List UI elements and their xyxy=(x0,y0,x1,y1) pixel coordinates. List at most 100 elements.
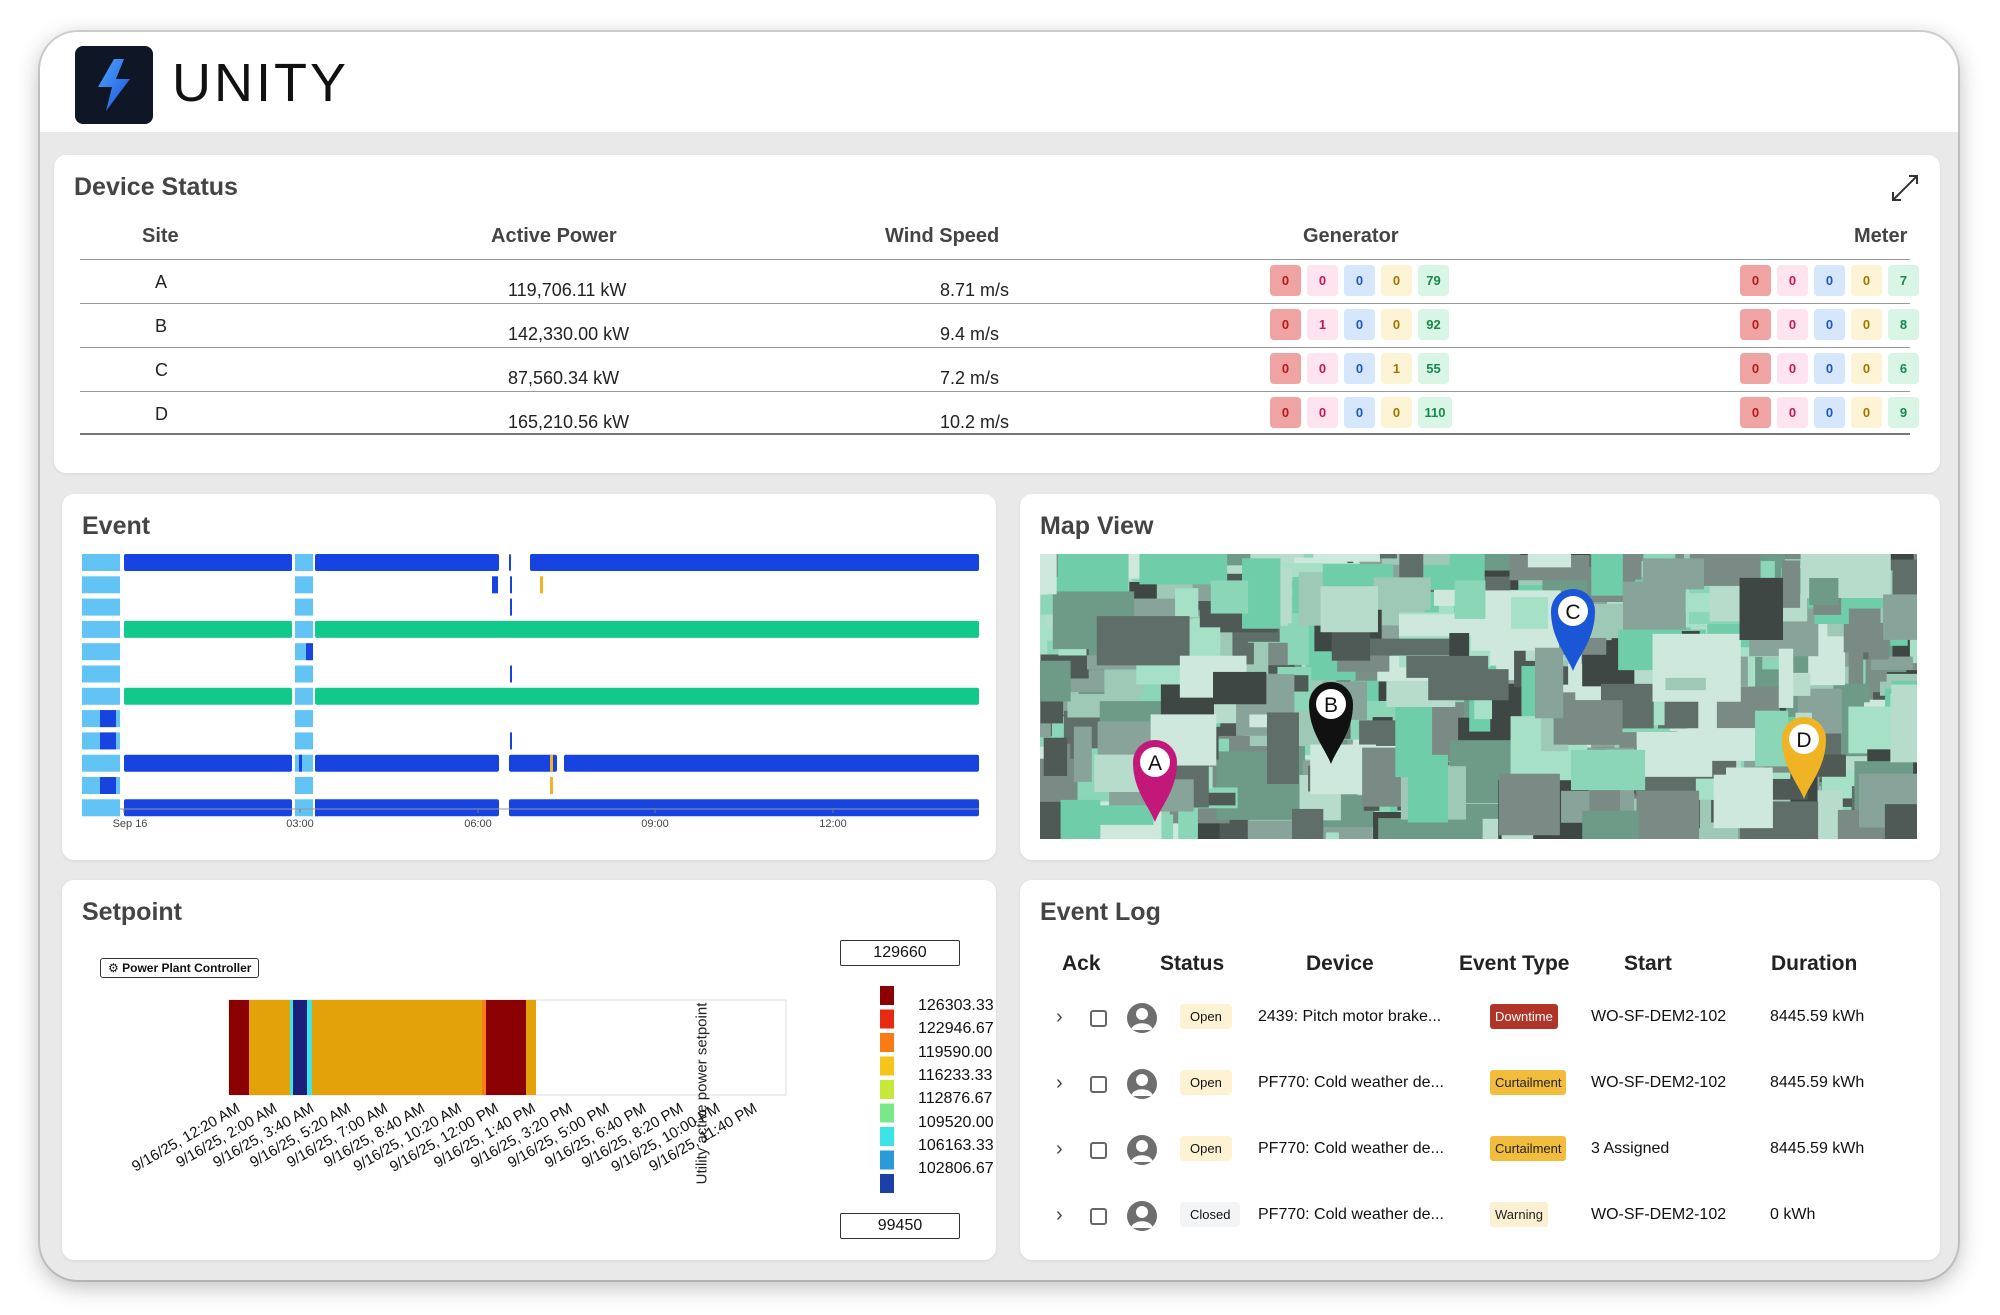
x-tick-label: Sep 16 xyxy=(113,818,148,830)
ack-checkbox[interactable] xyxy=(1090,1076,1107,1093)
map-marker-c[interactable]: C xyxy=(1551,589,1595,671)
meter-count-badge[interactable]: 0 xyxy=(1814,265,1845,296)
generator-count-badge[interactable]: 79 xyxy=(1418,265,1449,296)
unity-logo-icon[interactable] xyxy=(75,46,153,124)
event-log-row[interactable]: › Closed PF770: Cold weather de... Warni… xyxy=(1020,1198,1940,1238)
user-avatar-icon[interactable] xyxy=(1127,1135,1157,1165)
generator-count-badge[interactable]: 0 xyxy=(1270,353,1301,384)
heatmap-cell xyxy=(249,1000,290,1095)
legend-swatch xyxy=(880,986,894,1005)
legend-max-input[interactable]: 129660 xyxy=(840,940,960,966)
meter-count-badge[interactable]: 0 xyxy=(1777,353,1808,384)
meter-count-badge[interactable]: 0 xyxy=(1851,353,1882,384)
map-canvas[interactable]: A B C D xyxy=(1040,554,1917,839)
generator-count-badge[interactable]: 0 xyxy=(1381,309,1412,340)
ack-checkbox[interactable] xyxy=(1090,1142,1107,1159)
generator-count-badge[interactable]: 0 xyxy=(1344,353,1375,384)
generator-count-badge[interactable]: 0 xyxy=(1344,397,1375,428)
generator-count-badge[interactable]: 1 xyxy=(1307,309,1338,340)
col-generator: Generator xyxy=(1303,225,1399,247)
meter-count-badge[interactable]: 6 xyxy=(1888,353,1919,384)
generator-count-badge[interactable]: 0 xyxy=(1307,397,1338,428)
expand-chevron-icon[interactable]: › xyxy=(1056,1006,1063,1028)
expand-chevron-icon[interactable]: › xyxy=(1056,1072,1063,1094)
meter-count-badge[interactable]: 0 xyxy=(1814,353,1845,384)
map-marker-b[interactable]: B xyxy=(1309,682,1353,764)
generator-count-badge[interactable]: 92 xyxy=(1418,309,1449,340)
meter-count-badge[interactable]: 7 xyxy=(1888,265,1919,296)
meter-count-badge[interactable]: 0 xyxy=(1777,397,1808,428)
meter-count-badge[interactable]: 0 xyxy=(1814,397,1845,428)
meter-count-badge[interactable]: 0 xyxy=(1777,265,1808,296)
device-cell[interactable]: PF770: Cold weather de... xyxy=(1258,1206,1444,1223)
event-stub xyxy=(295,620,313,638)
generator-count-badge[interactable]: 0 xyxy=(1270,397,1301,428)
event-stub xyxy=(295,665,313,683)
generator-count-badge[interactable]: 0 xyxy=(1270,309,1301,340)
event-stub xyxy=(295,598,313,616)
event-stub xyxy=(295,710,313,728)
power-plant-controller-badge[interactable]: ⚙ Power Plant Controller xyxy=(100,958,260,978)
x-tick-label: 09:00 xyxy=(641,818,669,830)
expand-chevron-icon[interactable]: › xyxy=(1056,1204,1063,1226)
user-avatar-icon[interactable] xyxy=(1127,1069,1157,1099)
expand-icon[interactable] xyxy=(1888,171,1922,205)
generator-count-badge[interactable]: 0 xyxy=(1344,309,1375,340)
generator-count-badge[interactable]: 1 xyxy=(1381,353,1412,384)
heatmap-cell xyxy=(482,1000,486,1095)
status-badge: Closed xyxy=(1180,1202,1241,1227)
map-marker-d[interactable]: D xyxy=(1782,717,1826,799)
meter-count-badge[interactable]: 0 xyxy=(1851,397,1882,428)
generator-count-badge[interactable]: 0 xyxy=(1344,265,1375,296)
device-cell[interactable]: 2439: Pitch motor brake... xyxy=(1258,1008,1442,1025)
wind-speed-cell: 8.71 m/s xyxy=(940,280,1010,300)
heatmap-cell xyxy=(307,1000,312,1095)
generator-count-badge[interactable]: 0 xyxy=(1307,265,1338,296)
event-log-row[interactable]: › Open PF770: Cold weather de... Curtail… xyxy=(1020,1066,1940,1106)
generator-count-badge[interactable]: 55 xyxy=(1418,353,1449,384)
meter-count-badge[interactable]: 9 xyxy=(1888,397,1919,428)
meter-count-badge[interactable]: 0 xyxy=(1740,353,1771,384)
ack-checkbox[interactable] xyxy=(1090,1010,1107,1027)
map-marker-a[interactable]: A xyxy=(1133,740,1177,822)
event-stub xyxy=(295,754,313,772)
device-cell[interactable]: PF770: Cold weather de... xyxy=(1258,1140,1444,1157)
legend-swatch xyxy=(880,1103,894,1123)
event-log-row[interactable]: › Open 2439: Pitch motor brake... Downti… xyxy=(1020,1000,1940,1040)
event-stub xyxy=(82,620,120,638)
meter-count-badge[interactable]: 0 xyxy=(1814,309,1845,340)
event-bar xyxy=(509,554,511,571)
user-avatar-icon[interactable] xyxy=(1127,1003,1157,1033)
meter-count-badge[interactable]: 0 xyxy=(1740,309,1771,340)
heatmap-cell xyxy=(229,1000,249,1095)
meter-count-badge[interactable]: 0 xyxy=(1740,397,1771,428)
meter-count-badge[interactable]: 0 xyxy=(1851,309,1882,340)
map-title: Map View xyxy=(1040,512,1154,540)
generator-count-badge[interactable]: 0 xyxy=(1381,265,1412,296)
meter-count-badge[interactable]: 0 xyxy=(1851,265,1882,296)
legend-value: 112876.67 xyxy=(918,1090,993,1108)
expand-chevron-icon[interactable]: › xyxy=(1056,1138,1063,1160)
event-log-row[interactable]: › Open PF770: Cold weather de... Curtail… xyxy=(1020,1132,1940,1172)
generator-count-badge[interactable]: 0 xyxy=(1270,265,1301,296)
device-cell[interactable]: PF770: Cold weather de... xyxy=(1258,1074,1444,1091)
legend-min-input[interactable]: 99450 xyxy=(840,1213,960,1239)
legend-swatch xyxy=(880,1009,894,1029)
legend-value: 119590.00 xyxy=(918,1043,993,1061)
meter-count-badge[interactable]: 0 xyxy=(1777,309,1808,340)
generator-count-badge[interactable]: 110 xyxy=(1418,397,1452,428)
meter-count-badge[interactable]: 0 xyxy=(1740,265,1771,296)
ack-checkbox[interactable] xyxy=(1090,1208,1107,1225)
event-title: Event xyxy=(82,512,151,540)
generator-count-badge[interactable]: 0 xyxy=(1381,397,1412,428)
meter-count-badge[interactable]: 8 xyxy=(1888,309,1919,340)
x-tick-label: 06:00 xyxy=(464,818,492,830)
duration-cell: 8445.59 kWh xyxy=(1770,1140,1865,1157)
user-avatar-icon[interactable] xyxy=(1127,1201,1157,1231)
generator-count-badge[interactable]: 0 xyxy=(1307,353,1338,384)
